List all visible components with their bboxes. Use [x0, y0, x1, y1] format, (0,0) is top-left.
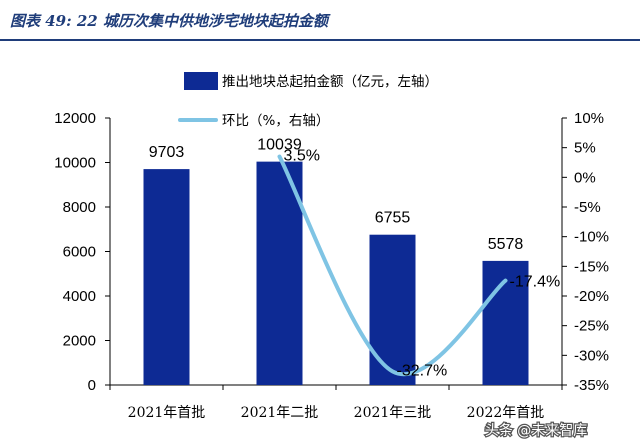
line-value-label: -17.4%	[510, 274, 561, 291]
bar	[256, 161, 303, 385]
left-tick-label: 6000	[63, 244, 96, 261]
bar	[143, 169, 190, 385]
legend-bar-swatch	[184, 72, 218, 90]
right-tick-label: 5%	[574, 140, 596, 157]
right-tick-label: 10%	[574, 110, 604, 127]
right-tick-label: -5%	[574, 199, 601, 216]
left-tick-label: 4000	[63, 288, 96, 305]
chart-title: 图表 49: 22 城历次集中供地涉宅地块起拍金额	[10, 12, 331, 30]
series-line	[277, 154, 508, 377]
legend: 推出地块总起拍金额（亿元，左轴） 环比（%，右轴）	[178, 72, 438, 129]
right-tick-label: -30%	[574, 347, 609, 364]
x-tick-label: 2021年三批	[354, 405, 432, 421]
left-tick-label: 10000	[54, 155, 96, 172]
watermark: 头条 @未来智库	[484, 421, 589, 441]
line-value-label: 3.5%	[284, 148, 320, 165]
right-tick-label: -15%	[574, 258, 609, 275]
right-tick-label: 0%	[574, 169, 596, 186]
watermark-text: 头条 @未来智库	[485, 422, 587, 439]
x-tick-label: 2021年首批	[128, 405, 206, 421]
bar-value-label: 5578	[488, 236, 524, 253]
right-tick-label: -10%	[574, 229, 609, 246]
left-tick-label: 12000	[54, 110, 96, 127]
right-tick-label: -35%	[574, 377, 609, 394]
left-tick-label: 0	[88, 377, 96, 394]
bar-value-label: 9703	[149, 144, 185, 161]
bar-value-label: 6755	[375, 210, 411, 227]
x-tick-label: 2022年首批	[467, 405, 545, 421]
x-tick-label: 2021年二批	[241, 405, 319, 421]
legend-line-label: 环比（%，右轴）	[222, 113, 329, 129]
line-value-label: -32.7%	[397, 362, 448, 379]
left-tick-label: 2000	[63, 333, 96, 350]
legend-bar-label: 推出地块总起拍金额（亿元，左轴）	[222, 74, 438, 90]
bar-value-label: 10039	[257, 137, 302, 154]
plot-area: 0 2000 4000 6000 8000 10000 12000 10% 5% 0% -5% -10…	[54, 110, 609, 421]
left-tick-label: 8000	[63, 199, 96, 216]
right-tick-label: -20%	[574, 288, 609, 305]
right-tick-label: -25%	[574, 318, 609, 335]
